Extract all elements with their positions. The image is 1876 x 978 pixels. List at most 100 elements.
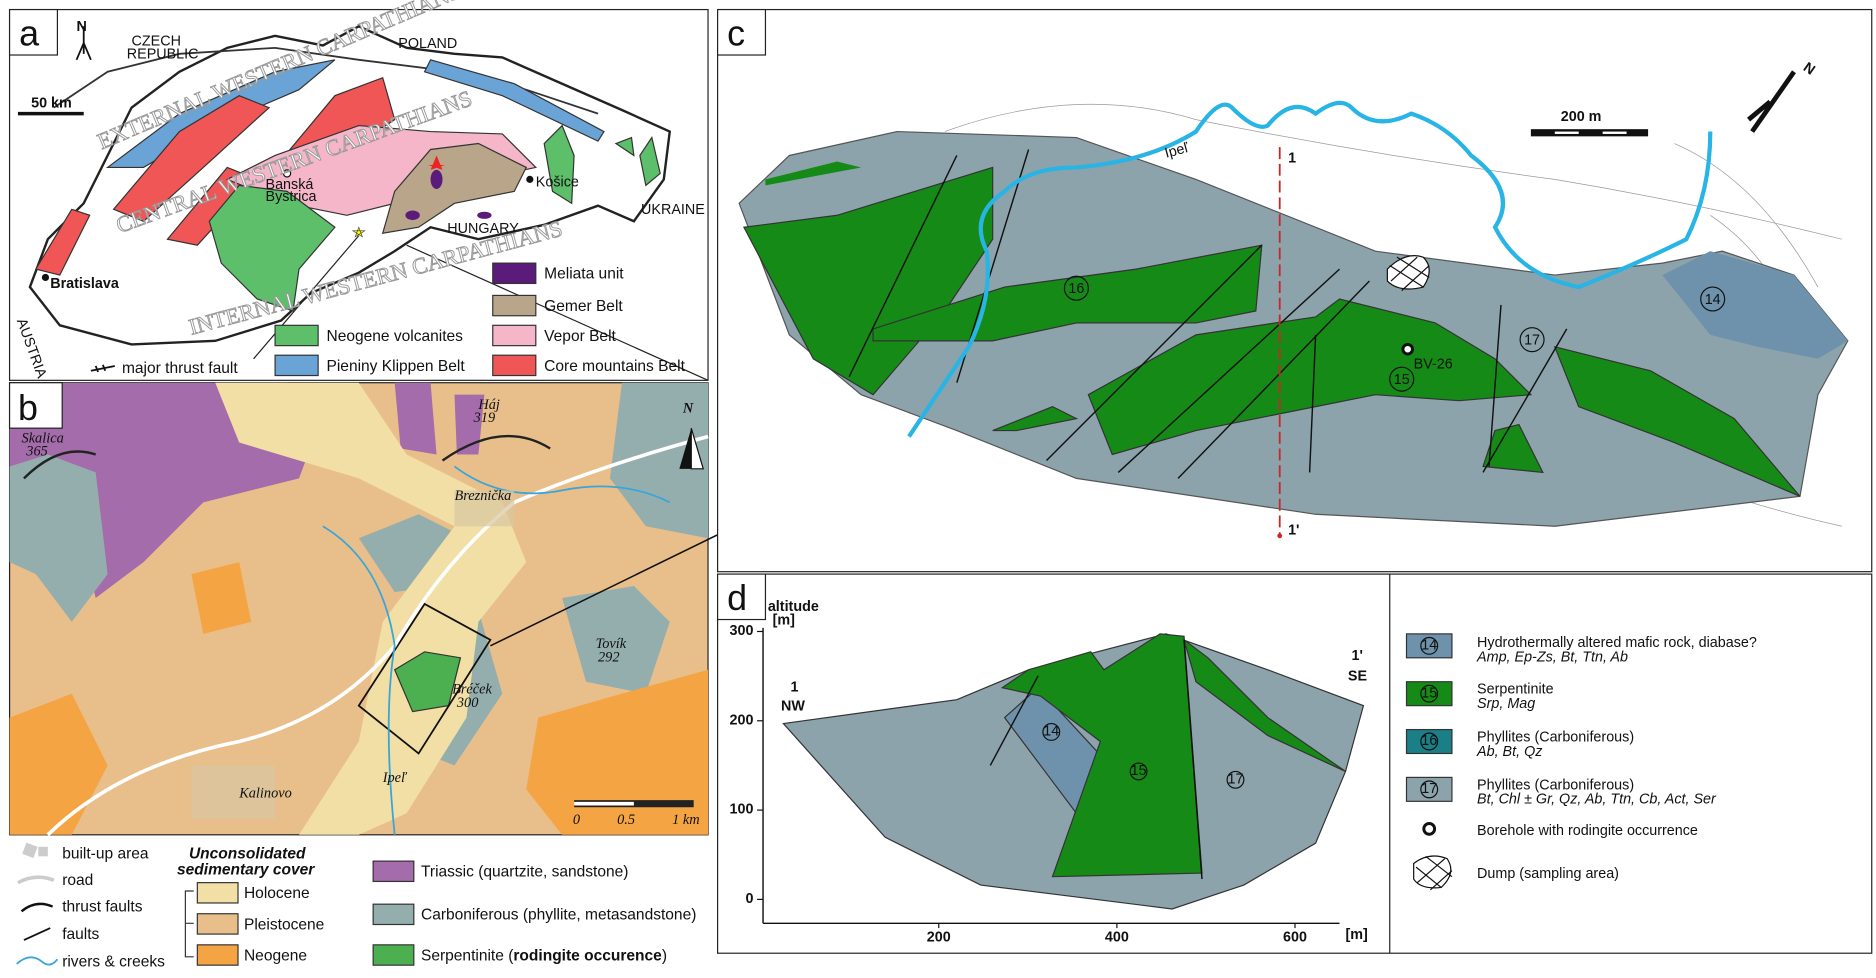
section-end-label: NW <box>781 698 805 714</box>
profile-label: 1' <box>1288 523 1299 539</box>
map-shape <box>1129 762 1148 781</box>
map-shape <box>1087 298 1533 456</box>
scale-label: 50 km <box>31 96 72 112</box>
city-label: Bratislava <box>50 276 120 292</box>
legend-label: Holocene <box>244 885 310 902</box>
place-label: 319 <box>473 410 496 426</box>
map-shape <box>215 382 527 835</box>
map-shape <box>23 927 51 941</box>
map-shape <box>1389 256 1430 292</box>
map-shape <box>1674 143 1819 288</box>
place-label: Breznička <box>454 488 511 504</box>
map-shape <box>1405 728 1453 755</box>
map-shape <box>453 465 671 504</box>
map-shape <box>1420 732 1439 751</box>
axis-title: altitude <box>768 599 819 615</box>
map-shape <box>196 913 239 935</box>
map-shape <box>1420 684 1439 703</box>
legend-label: Serpentinite (rodingite occurence) <box>421 947 667 964</box>
legend-label: Carboniferous (phyllite, metasandstone) <box>421 907 696 924</box>
map-shape <box>1226 770 1245 789</box>
legend-label: Hydrothermally altered mafic rock, diaba… <box>1477 635 1757 651</box>
map-shape <box>406 244 709 381</box>
map-shape <box>765 161 862 186</box>
place-label: 300 <box>456 695 479 711</box>
place-label: Kalinovo <box>238 786 292 802</box>
map-shape <box>742 166 994 396</box>
map-shape <box>253 235 360 360</box>
map-shape <box>762 627 1340 925</box>
map-shape <box>90 364 115 373</box>
map-shape <box>16 956 59 966</box>
legend-label: Borehole with rodingite occurrence <box>1477 823 1698 839</box>
country-label: POLAND <box>398 36 457 52</box>
map-shape <box>1183 639 1203 880</box>
map-shape <box>405 210 420 221</box>
country-label: CZECH <box>132 33 181 49</box>
panel-b: b N Skalica 365 Háj 319 Breznička Tovík … <box>8 382 709 837</box>
panel-label: c <box>727 13 745 53</box>
map-shape <box>989 639 1203 880</box>
place-label: 365 <box>25 444 48 460</box>
map-shape <box>989 675 1039 766</box>
map-shape <box>1554 131 1579 134</box>
scale-label: 200 m <box>1561 109 1602 125</box>
map-shape <box>20 902 54 913</box>
map-shape <box>196 944 239 966</box>
panel-b-legend: built-up area road thrust faults faults … <box>16 842 696 970</box>
map-shape <box>394 382 485 455</box>
legend-label: built-up area <box>62 846 149 863</box>
legend-symbol: 14 <box>1421 637 1437 653</box>
map-shape <box>1277 533 1283 539</box>
map-shape <box>1389 366 1415 392</box>
legend-label: Serpentinite <box>1477 682 1554 698</box>
map-shape <box>717 573 767 621</box>
legend-label: Pieniny Klippen Belt <box>327 358 466 375</box>
legend-minerals: Amp, Ep-Zs, Bt, Ttn, Ab <box>1476 649 1628 665</box>
river-label: Ipeľ <box>1163 140 1191 162</box>
map-shape <box>1488 304 1502 467</box>
map-shape <box>1405 633 1453 659</box>
map-shape <box>191 765 276 820</box>
map-shape <box>1530 129 1649 137</box>
legend-symbol: 16 <box>1421 733 1437 749</box>
map-shape <box>274 354 319 377</box>
profile-label: 1 <box>1288 151 1296 167</box>
y-tick-label: 0 <box>745 891 753 907</box>
place-label: Háj <box>477 397 500 413</box>
legend-label: Neogene volcanites <box>327 328 464 345</box>
legend-label: Gemer Belt <box>544 298 623 315</box>
map-shape <box>1482 328 1568 473</box>
north-label: N <box>682 401 694 417</box>
legend-label: thrust faults <box>62 898 143 915</box>
map-shape <box>184 890 194 958</box>
map-shape <box>8 8 59 56</box>
map-shape <box>322 525 396 835</box>
legend-label: Phyllites (Carboniferous) <box>1477 777 1634 793</box>
map-shape <box>34 76 396 276</box>
place-label: Bréček <box>452 682 492 698</box>
map-shape <box>357 602 492 755</box>
unit-label: 15 <box>1131 763 1147 779</box>
legend-label: rivers & creeks <box>62 953 165 970</box>
map-shape <box>1415 855 1453 891</box>
unit-label: 15 <box>1394 372 1410 388</box>
legend-label: major thrust fault <box>122 360 238 377</box>
unit-label: 14 <box>1043 724 1059 740</box>
map-shape <box>492 262 537 285</box>
map-shape <box>1420 780 1439 799</box>
legend-label-part: ) <box>662 947 667 964</box>
map-shape <box>22 842 38 859</box>
map-shape <box>1700 286 1726 312</box>
legend-label: road <box>62 872 93 889</box>
unit-label: 17 <box>1524 332 1540 348</box>
map-shape <box>1045 244 1263 461</box>
map-shape <box>543 124 661 205</box>
panel-c: c 200 m N 1 1' BV-26 Ipeľ 16 15 17 14 <box>717 8 1873 573</box>
legend-label-part: rodingite occurence <box>513 947 662 964</box>
map-shape <box>492 324 537 347</box>
x-tick-label: 400 <box>1105 929 1129 945</box>
city-label: Košice <box>536 175 579 191</box>
map-shape <box>1519 327 1545 353</box>
map-shape <box>848 155 958 378</box>
